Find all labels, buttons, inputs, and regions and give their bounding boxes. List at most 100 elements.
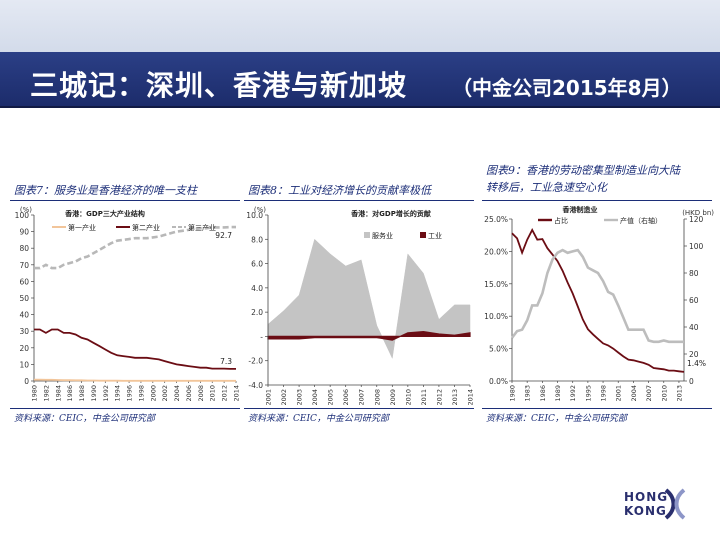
chart2-series-area-1 (267, 238, 471, 360)
chart3-legend-label-1: 占比 (554, 216, 568, 225)
chart1-unit-label: (%) (20, 206, 32, 214)
chart1-x-tick-label: 1998 (137, 385, 145, 402)
chart1-legend-label-3: 第三产业 (188, 223, 216, 232)
chart1-x-tick-label: 1990 (90, 385, 98, 402)
chart1-x-tick-label: 2014 (233, 385, 241, 402)
chart1-title: 香港：GDP三大产业结构 (64, 209, 145, 218)
chart3-source: 资料来源：CEIC，中金公司研究部 (486, 414, 627, 424)
chart3-svg: 香港制造业 (HKD bn) 0.0% 5.0% 10.0% 15.0% 20.0% 25.0… (484, 205, 714, 402)
chart2-caption: 图表8：工业对经济增长的贡献率极低 (248, 184, 431, 197)
chart1-y-tick-label: 30 (19, 327, 29, 336)
chart1-series-line-1 (34, 378, 236, 382)
chart3-x-tick-label: 2001 (615, 385, 623, 402)
chart2-legend-label-1: 服务业 (372, 231, 393, 240)
chart1-y-tick-label: 0 (24, 377, 29, 386)
chart1-y-tick-label: 50 (19, 294, 29, 303)
chart2-legend-swatch-2 (420, 232, 426, 238)
chart2-y-tick-label: -2.0 (248, 357, 263, 366)
chart2-source: 资料来源：CEIC，中金公司研究部 (248, 414, 389, 424)
chart2-series-area-2 (267, 330, 471, 341)
chart1-x-tick-label: 2008 (197, 385, 205, 402)
chart2-x-tick-label: 2003 (296, 389, 304, 406)
chart3-x-tick-label: 1983 (524, 385, 532, 402)
chart1-x-tick-label: 1994 (114, 385, 122, 402)
chart1-y-tick-label: 10 (19, 360, 29, 369)
chart1-series-line-2 (34, 328, 236, 370)
chart1-legend-label-2: 第二产业 (132, 223, 160, 232)
chart2-x-tick-label: 2005 (327, 389, 335, 406)
chart1-x-tick-label: 2010 (209, 385, 217, 402)
chart3-y-tick-label-left: 10.0% (484, 312, 508, 321)
chart3-y-tick-label-right: 60 (689, 296, 699, 305)
chart3-y-tick-label-right: 20 (689, 350, 699, 359)
chart1-x-tick-label: 1982 (42, 385, 50, 402)
chart2-y-tick-label: 6.0 (251, 260, 263, 269)
chart2-x-tick-label: 2008 (373, 389, 381, 406)
chart2-title: 香港：对GDP增长的贡献 (350, 209, 431, 218)
chart1-source: 资料来源：CEIC，中金公司研究部 (14, 414, 155, 424)
chart3-y-tick-label-left: 0.0% (489, 377, 508, 386)
chart3-title: 香港制造业 (562, 205, 598, 214)
chart2-x-tick-label: 2013 (451, 389, 459, 406)
chart1-y-tick-label: 20 (19, 344, 29, 353)
chart1-x-tick-label: 2002 (161, 385, 169, 402)
logo-kong: KONG (624, 504, 667, 518)
chart3-caption-line-2: 转移后，工业急速空心化 (486, 181, 607, 194)
chart1-x-tick-label: 2012 (221, 385, 229, 402)
title-bar (0, 52, 720, 108)
chart3-x-tick-label: 1989 (554, 385, 562, 402)
chart1-y-tick-label: 70 (19, 261, 29, 270)
chart3-x-tick-label: 1995 (584, 385, 592, 402)
chart3-legend-label-2: 产值（右轴） (620, 216, 662, 225)
chart1-series-line-3 (34, 225, 236, 270)
chart1-x-tick-label: 1980 (31, 385, 39, 402)
chart3-caption-rule (482, 200, 712, 201)
chart3-y-tick-label-right: 40 (689, 323, 699, 332)
chart3-y-tick-label-left: 25.0% (484, 215, 508, 224)
chart3-x-tick-label: 2004 (630, 385, 638, 402)
chart3-source-rule (482, 408, 712, 409)
page-title: 三城记：深圳、香港与新加坡 (30, 69, 408, 102)
chart3-right-unit-label: (HKD bn) (682, 209, 714, 217)
chart3-x-tick-label: 1986 (539, 385, 547, 402)
chart1-x-tick-label: 2006 (185, 385, 193, 402)
chart2-unit-label: (%) (254, 206, 266, 214)
chart3-x-tick-label: 2010 (660, 385, 668, 402)
chart3-y-tick-label-left: 15.0% (484, 280, 508, 289)
chart3-y-tick-label-left: 20.0% (484, 247, 508, 256)
chart1-x-tick-label: 2000 (149, 385, 157, 402)
chart3-annotation-share: 1.4% (687, 359, 706, 368)
chart2-y-tick-label: - (260, 332, 263, 341)
chart1-caption: 图表7：服务业是香港经济的唯一支柱 (14, 184, 197, 197)
chart1-x-tick-label: 1988 (78, 385, 86, 402)
chart2-legend-swatch-1 (364, 232, 370, 238)
chart3-x-tick-label: 1998 (600, 385, 608, 402)
chart1-legend-label-1: 第一产业 (68, 223, 96, 232)
chart2-x-tick-label: 2004 (311, 389, 319, 406)
chart3-y-tick-label-right: 0 (689, 377, 694, 386)
chart3-x-tick-label: 1980 (509, 385, 517, 402)
chart1-x-tick-label: 1996 (126, 385, 134, 402)
chart2-legend-label-2: 工业 (428, 231, 442, 240)
chart1-svg: (%) 香港：GDP三大产业结构 0 10 20 30 40 50 60 70 80 90 100 198… (15, 206, 241, 402)
chart2-y-tick-label: 4.0 (251, 284, 263, 293)
chart3-y-tick-label-right: 100 (689, 242, 704, 251)
chart3-series-line-2 (510, 248, 684, 344)
page-subtitle: （中金公司2015年8月） (452, 76, 682, 100)
chart3-x-tick-label: 1992 (569, 385, 577, 402)
hong-kong-logo-mark-icon (664, 488, 686, 520)
chart3-x-tick-label: 2013 (675, 385, 683, 402)
chart2-x-tick-label: 2011 (420, 389, 428, 406)
chart1-x-tick-label: 1992 (102, 385, 110, 402)
chart3-caption-line-1: 图表9：香港的劳动密集型制造业向大陆 (486, 164, 680, 177)
chart1-x-tick-label: 1984 (54, 385, 62, 402)
chart3-series-line-1 (511, 228, 685, 373)
chart1-y-tick-label: 40 (19, 311, 29, 320)
chart2-source-rule (244, 408, 474, 409)
chart1-source-rule (10, 408, 240, 409)
chart1-x-tick-label: 1986 (66, 385, 74, 402)
chart2-y-tick-label: 10.0 (246, 211, 263, 220)
top-band (0, 0, 720, 52)
chart2-caption-rule (244, 200, 474, 201)
chart1-caption-rule (10, 200, 240, 201)
